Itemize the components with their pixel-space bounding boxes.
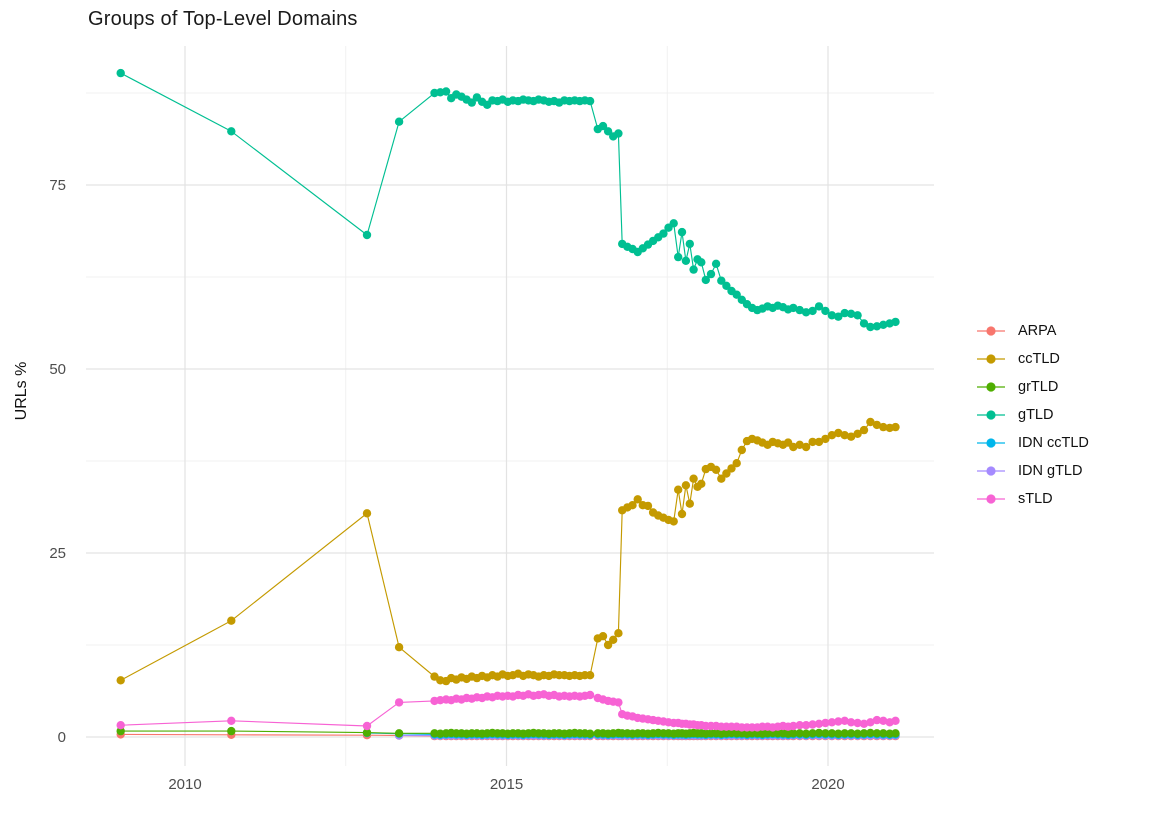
legend-key-icon bbox=[977, 409, 1005, 420]
legend-key-icon bbox=[977, 381, 1005, 392]
legend-item-cctld: ccTLD bbox=[976, 350, 1089, 367]
legend-label: ARPA bbox=[1018, 322, 1057, 339]
y-axis-label: URLs % bbox=[13, 361, 30, 421]
legend-label: grTLD bbox=[1018, 378, 1059, 395]
legend-key-icon bbox=[977, 437, 1005, 448]
legend-item-idn-cctld: IDN ccTLD bbox=[976, 434, 1089, 451]
series-stld bbox=[116, 690, 900, 732]
legend-key-icon bbox=[977, 465, 1005, 476]
svg-text:75: 75 bbox=[49, 177, 66, 194]
svg-text:2020: 2020 bbox=[811, 776, 844, 793]
svg-text:2010: 2010 bbox=[168, 776, 201, 793]
legend: ARPA ccTLD grTLD gTLD IDN ccTLD IDN gTLD sTLD bbox=[976, 322, 1089, 507]
svg-text:0: 0 bbox=[58, 729, 66, 746]
legend-key-icon bbox=[977, 325, 1005, 336]
legend-item-gtld: gTLD bbox=[976, 406, 1089, 423]
legend-item-idn-gtld: IDN gTLD bbox=[976, 462, 1089, 479]
series-gtld bbox=[116, 68, 900, 332]
svg-text:2015: 2015 bbox=[490, 776, 523, 793]
legend-key-icon bbox=[977, 353, 1005, 364]
svg-text:25: 25 bbox=[49, 545, 66, 562]
legend-item-grtld: grTLD bbox=[976, 378, 1089, 395]
svg-text:50: 50 bbox=[49, 361, 66, 378]
x-axis-ticks: 2010 2015 2020 bbox=[168, 776, 844, 793]
legend-key-icon bbox=[977, 493, 1005, 504]
legend-label: gTLD bbox=[1018, 406, 1054, 423]
legend-label: ccTLD bbox=[1018, 350, 1060, 367]
legend-label: sTLD bbox=[1018, 490, 1053, 507]
legend-label: IDN ccTLD bbox=[1018, 434, 1089, 451]
gridlines bbox=[86, 46, 934, 766]
y-axis-ticks: 0 25 50 75 bbox=[49, 177, 66, 746]
series-cctld bbox=[116, 417, 900, 686]
legend-item-stld: sTLD bbox=[976, 490, 1089, 507]
series-grtld bbox=[116, 726, 900, 738]
chart-title: Groups of Top-Level Domains bbox=[88, 8, 358, 30]
legend-label: IDN gTLD bbox=[1018, 462, 1083, 479]
legend-item-arpa: ARPA bbox=[976, 322, 1089, 339]
